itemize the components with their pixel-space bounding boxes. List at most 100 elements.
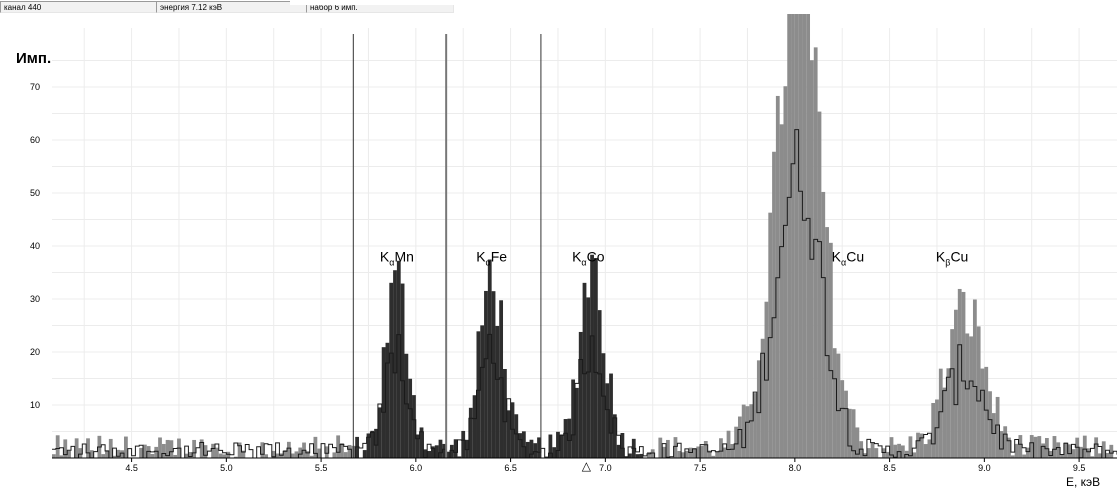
histogram-bar [957, 288, 962, 458]
histogram-bar [214, 447, 219, 458]
histogram-bar [711, 455, 716, 458]
histogram-bar [503, 369, 507, 458]
histogram-bar [897, 443, 901, 458]
histogram-bar [427, 451, 432, 458]
histogram-bar [453, 439, 458, 458]
histogram-bar [290, 453, 295, 458]
histogram-bar [874, 448, 879, 458]
y-tick-labels: 10 20 30 40 50 60 70 [30, 82, 40, 410]
histogram-bar [1014, 443, 1019, 458]
histogram-bar [548, 434, 553, 458]
histogram-bar [707, 450, 712, 458]
histogram-bar [124, 436, 128, 458]
histogram-bar [313, 436, 318, 458]
histogram-bar [828, 242, 833, 458]
histogram-bar [969, 336, 973, 458]
peak-label: KαMn [380, 249, 414, 268]
histogram-bar [768, 212, 773, 458]
histogram-bar [1026, 447, 1030, 458]
histogram-bar [438, 439, 443, 458]
histogram-bar [484, 290, 488, 458]
histogram-bar [1086, 448, 1091, 458]
histogram-bar [362, 450, 367, 458]
histogram-bar [942, 387, 947, 458]
histogram-bar [108, 438, 113, 458]
histogram-bar [218, 453, 223, 458]
histogram-bar [927, 439, 932, 458]
histogram-bar [760, 338, 765, 458]
histogram-bar [726, 430, 731, 458]
histogram-bar [866, 448, 871, 458]
histogram-bar [226, 451, 231, 458]
histogram-bar [590, 254, 594, 458]
histogram-bar [400, 283, 405, 458]
histogram-bar [476, 331, 481, 458]
histogram-bar [472, 395, 477, 458]
histogram-bar [446, 451, 450, 458]
histogram-bar [1003, 426, 1008, 458]
histogram-bar [935, 399, 939, 458]
histogram-bar [578, 331, 583, 458]
histogram-bar [719, 438, 723, 458]
histogram-bar [575, 387, 579, 458]
x-axis-label: E, кэВ [1066, 475, 1100, 489]
histogram-bar [434, 445, 439, 458]
histogram-bar [597, 310, 602, 458]
histogram-bar [851, 409, 856, 458]
histogram-bar [412, 395, 416, 458]
x-tick-label: 9.5 [1073, 463, 1086, 473]
histogram-bar [120, 450, 125, 458]
histogram-bar [1094, 437, 1099, 458]
y-tick-label: 40 [30, 241, 40, 251]
histogram-bar [601, 353, 606, 458]
histogram-bar [169, 440, 174, 458]
histogram-bar [499, 300, 504, 458]
histogram-bar [514, 414, 519, 458]
histogram-bar [544, 456, 549, 458]
histogram-bar [233, 456, 238, 458]
histogram-bar [1075, 437, 1080, 458]
histogram-bar [116, 449, 121, 458]
histogram-bar [271, 450, 276, 458]
peak-label: KαFe [476, 249, 507, 268]
histogram-bar [1056, 442, 1061, 458]
histogram-bar [639, 453, 644, 458]
histogram-bar [844, 390, 848, 458]
histogram-bar [1101, 441, 1106, 458]
histogram-bar [52, 454, 56, 458]
histogram-bar [78, 448, 83, 458]
histogram-bar [518, 433, 522, 458]
histogram-bar [840, 380, 845, 458]
histogram-bar [139, 447, 143, 458]
histogram-bar [684, 450, 689, 458]
histogram-bar [650, 449, 655, 458]
histogram-bar [582, 282, 587, 458]
histogram-bar [677, 450, 682, 458]
histogram-bar [696, 446, 701, 458]
histogram-bar [173, 454, 178, 458]
histogram-bar [806, 14, 811, 458]
histogram-bar [961, 291, 966, 458]
histogram-bar [305, 451, 310, 458]
histogram-bar [279, 453, 284, 458]
histogram-bar [343, 452, 348, 458]
histogram-bar [802, 14, 807, 458]
histogram-bar [355, 436, 359, 458]
histogram-bar [241, 450, 246, 458]
histogram-bar [586, 297, 591, 458]
histogram-bar [1063, 442, 1068, 458]
histogram-bar [745, 406, 750, 458]
histogram-bar [984, 366, 989, 458]
histogram-bar [882, 448, 886, 458]
histogram-bar [703, 440, 708, 458]
histogram-bar [165, 439, 170, 458]
spectrum-light-histogram [52, 14, 1117, 459]
histogram-bar [628, 453, 632, 458]
histogram-bar [1037, 436, 1042, 458]
x-tick-label: 9.0 [978, 463, 991, 473]
histogram-bar [86, 438, 90, 458]
histogram-bar [647, 451, 651, 458]
histogram-bar [468, 407, 473, 458]
histogram-bar [423, 449, 428, 458]
histogram-bar [419, 427, 424, 458]
